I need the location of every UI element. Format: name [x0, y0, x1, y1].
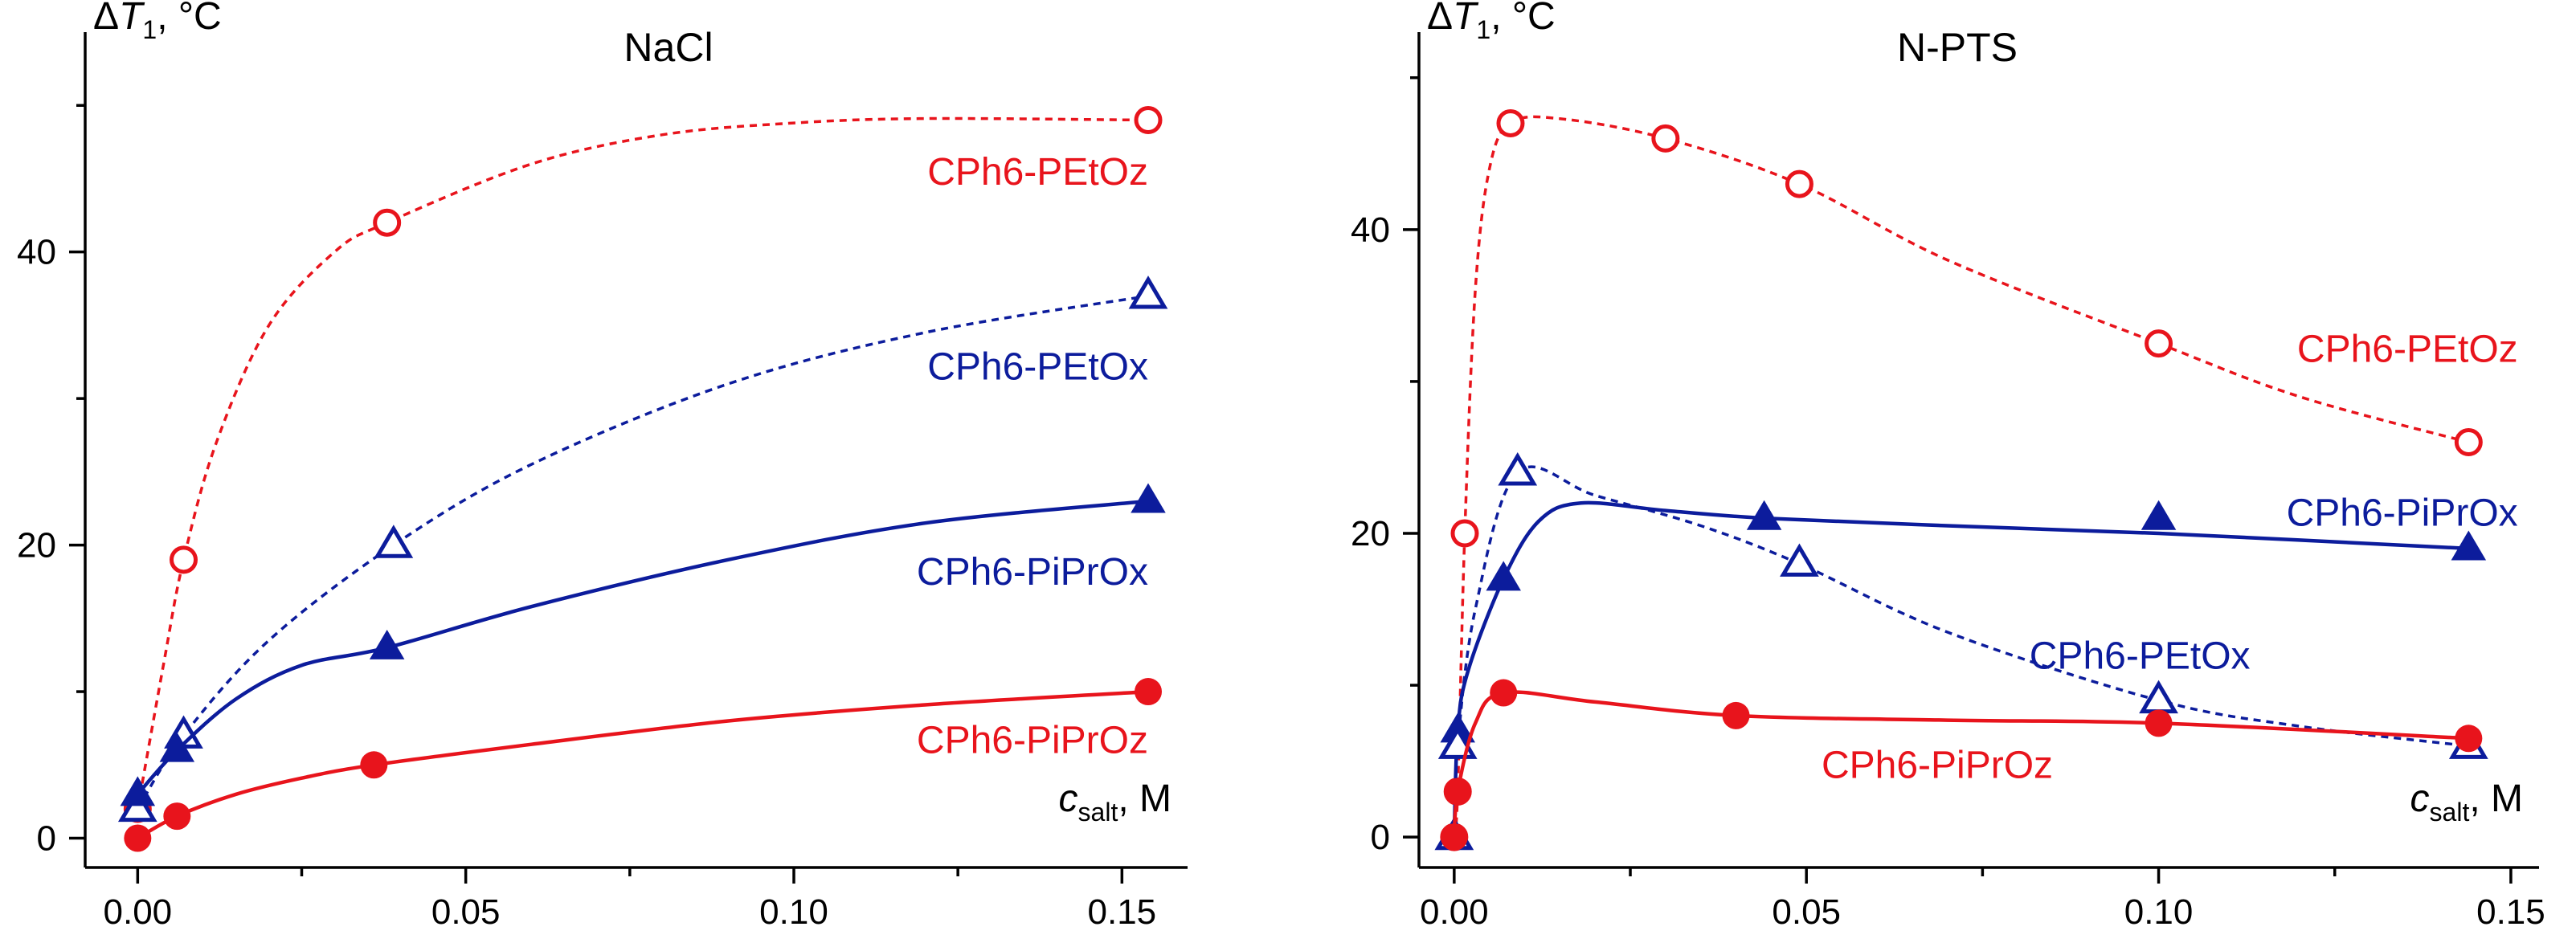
series-label: CPh6-PEtOx	[927, 345, 1148, 388]
panel-npts: 0.00 0.05 0.10 0.15 0 20 40 ΔT1, °C csalt, M N-PT…	[1351, 0, 2545, 932]
data-point	[1440, 823, 1468, 851]
series-label: CPh6-PiPrOx	[2287, 492, 2518, 535]
y-axis-label: ΔT1, °C	[93, 0, 222, 44]
x-label-unit: , M	[2469, 778, 2523, 820]
y-label-var: T	[1453, 0, 1479, 38]
series-label: CPh6-PiPrOx	[917, 551, 1148, 594]
y-axis-label: ΔT1, °C	[1427, 0, 1556, 44]
x-label-sub: salt	[1078, 798, 1118, 827]
x-label-var: c	[1059, 778, 1078, 820]
data-point	[1450, 519, 1479, 548]
x-tick-label: 0.05	[1772, 892, 1841, 932]
series-label: CPh6-PEtOx	[2030, 635, 2251, 677]
x-label-var: c	[2410, 778, 2430, 820]
x-label-sub: salt	[2430, 798, 2470, 827]
y-label-delta: Δ	[93, 0, 119, 38]
data-point	[1651, 124, 1680, 153]
y-label-unit: , °C	[1490, 0, 1556, 38]
y-tick-label: 20	[17, 526, 56, 565]
data-point	[1722, 701, 1750, 729]
data-point	[1746, 500, 1782, 530]
data-point	[2145, 709, 2173, 737]
y-label-unit: , °C	[157, 0, 222, 38]
data-point	[163, 802, 191, 831]
series-line	[137, 689, 1149, 840]
data-point	[2454, 428, 2483, 457]
series-label: CPh6-PEtOz	[2297, 328, 2518, 370]
data-point	[117, 788, 157, 823]
data-point	[1134, 105, 1163, 134]
series-cph6-piproz: CPh6-PiPrOz	[1440, 679, 2483, 851]
x-axis-label: csalt, M	[1059, 778, 1171, 827]
data-point	[1496, 108, 1525, 137]
series-label: CPh6-PiPrOz	[917, 720, 1148, 762]
data-point	[170, 545, 198, 574]
data-point	[1498, 452, 1538, 486]
data-point	[159, 732, 195, 762]
data-point	[2145, 329, 2173, 358]
y-label-sub: 1	[142, 15, 157, 44]
x-tick-label: 0.00	[1420, 892, 1489, 932]
panel-nacl: 0.00 0.05 0.10 0.15 0 20 40 ΔT1, °C csalt, M NaCl…	[17, 0, 1188, 932]
data-point	[373, 208, 402, 237]
x-tick-label: 0.15	[2476, 892, 2545, 932]
data-point	[124, 824, 152, 852]
y-tick-label: 40	[17, 233, 56, 272]
data-point	[1135, 678, 1162, 706]
x-tick-label: 0.05	[431, 892, 501, 932]
y-label-sub: 1	[1476, 15, 1490, 44]
y-tick-label: 40	[1351, 210, 1390, 250]
x-label-unit: , M	[1118, 778, 1171, 820]
data-point	[1444, 778, 1472, 806]
data-point	[2451, 530, 2487, 561]
data-point	[1486, 561, 1521, 591]
series-cph6-piprox: CPh6-PiPrOx	[120, 483, 1166, 806]
x-axis-label: csalt, M	[2410, 778, 2523, 827]
data-point	[120, 776, 156, 806]
series-label: CPh6-PiPrOz	[1822, 744, 2053, 786]
x-tick-label: 0.10	[2124, 892, 2194, 932]
y-tick-label: 20	[1351, 514, 1390, 553]
panel-title: N-PTS	[1897, 25, 2018, 70]
y-tick-label: 0	[1371, 818, 1390, 857]
series-line	[1453, 115, 2469, 838]
data-point	[1785, 169, 1813, 198]
data-point	[1780, 543, 1819, 577]
series-line	[136, 116, 1149, 810]
series-cph6-piproz: CPh6-PiPrOz	[124, 678, 1162, 852]
x-tick-label: 0.00	[104, 892, 173, 932]
x-tick-label: 0.15	[1088, 892, 1157, 932]
data-point	[369, 629, 405, 659]
data-point	[374, 525, 414, 558]
data-point	[2455, 725, 2483, 753]
series-line	[136, 499, 1149, 796]
data-point	[2141, 500, 2177, 530]
series-line	[1453, 465, 2469, 838]
data-point	[1131, 483, 1166, 513]
y-tick-label: 0	[37, 819, 56, 859]
y-label-var: T	[119, 0, 145, 38]
data-point	[1128, 276, 1168, 309]
data-point	[360, 751, 388, 779]
x-tick-label: 0.10	[759, 892, 828, 932]
series-label: CPh6-PEtOz	[927, 151, 1148, 194]
series-line	[1452, 500, 2469, 838]
panel-title: NaCl	[624, 25, 713, 70]
y-label-delta: Δ	[1427, 0, 1453, 38]
data-point	[1490, 679, 1518, 707]
